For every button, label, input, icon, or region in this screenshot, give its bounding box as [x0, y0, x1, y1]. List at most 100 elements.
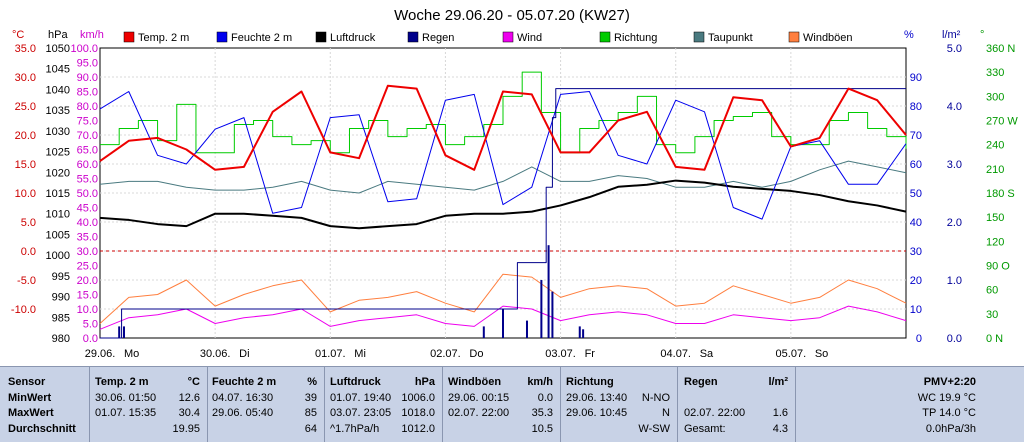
series-temp-2-m — [99, 84, 907, 171]
x-tick-weekday: Mi — [354, 348, 366, 360]
stats-header-gusts: Windböen — [448, 376, 502, 388]
tick-label-temp_c: 25.0 — [15, 101, 36, 113]
stats-humidity-value: 64 — [304, 423, 317, 435]
tick-label-pressure_hpa: 1050 — [46, 43, 70, 55]
tick-label-wind_kmh: 75.0 — [77, 116, 98, 128]
statistics-panel: Sensor Temp. 2 m °C Feuchte 2 m % Luftdr… — [0, 366, 1024, 442]
stats-pressure-value: 1006.0 — [401, 392, 435, 404]
tick-label-wind_kmh: 95.0 — [77, 58, 98, 70]
tick-label-humidity_pct: 10 — [910, 304, 922, 316]
stats-header-gusts-unit: km/h — [527, 376, 553, 388]
stats-humidity-value: 85 — [304, 407, 317, 419]
tick-label-wind_kmh: 5.0 — [83, 319, 98, 331]
legend-swatch — [123, 31, 135, 43]
tick-label-pressure_hpa: 1030 — [46, 126, 70, 138]
tick-label-pressure_hpa: 980 — [52, 333, 70, 345]
tick-label-direction_deg: 90 O — [986, 261, 1010, 273]
tick-label-pressure_hpa: 1000 — [46, 250, 70, 262]
stats-gusts-value: 0.0 — [537, 392, 553, 404]
tick-label-humidity_pct: 60 — [910, 159, 922, 171]
tick-label-wind_kmh: 65.0 — [77, 145, 98, 157]
stats-header-temp-unit: °C — [187, 376, 200, 388]
stats-header-row: Sensor Temp. 2 m °C Feuchte 2 m % Luftdr… — [0, 375, 1024, 390]
stats-row-label: MaxWert — [8, 407, 54, 419]
rain-bar — [525, 320, 528, 338]
tick-label-rain_lm2: 4.0 — [947, 101, 962, 113]
tick-label-direction_deg: 240 — [986, 140, 1004, 152]
tick-label-temp_c: 30.0 — [15, 72, 36, 84]
tick-label-pressure_hpa: 1035 — [46, 105, 70, 117]
rain-bar — [122, 326, 125, 338]
rain-bar — [482, 326, 485, 338]
tick-label-humidity_pct: 0 — [916, 333, 922, 345]
x-tick-date: 02.07. — [430, 348, 461, 360]
tick-label-wind_kmh: 60.0 — [77, 159, 98, 171]
stats-gusts-value: 10.5 — [531, 423, 553, 435]
tick-label-wind_kmh: 70.0 — [77, 130, 98, 142]
tick-label-direction_deg: 300 — [986, 91, 1004, 103]
stats-rain-time: 02.07. 22:00 — [684, 407, 746, 419]
stats-temp-value: 19.95 — [172, 423, 200, 435]
series-taupunkt — [99, 160, 907, 194]
legend-entry: Windböen — [803, 32, 853, 44]
stats-row-label: MinWert — [8, 392, 52, 404]
tick-label-humidity_pct: 20 — [910, 275, 922, 287]
stats-humidity-value: 39 — [304, 392, 317, 404]
series-group — [99, 71, 907, 339]
tick-label-humidity_pct: 30 — [910, 246, 922, 258]
axis-unit-temp_c: °C — [12, 29, 24, 41]
tick-label-wind_kmh: 45.0 — [77, 203, 98, 215]
rain-bar — [547, 245, 550, 338]
series-luftdruck — [99, 179, 907, 230]
tick-label-direction_deg: 60 — [986, 285, 998, 297]
x-tick-weekday: Di — [239, 348, 249, 360]
tick-label-wind_kmh: 25.0 — [77, 261, 98, 273]
stats-gusts-time: 29.06. 00:15 — [448, 392, 510, 404]
tick-label-humidity_pct: 40 — [910, 217, 922, 229]
x-tick-date: 03.07. — [545, 348, 576, 360]
stats-direction-value: N — [662, 407, 670, 419]
tick-label-pressure_hpa: 1045 — [46, 64, 70, 76]
axis-ticks: 35.0 30.0 25.0 20.0 15.0 10.0 5.0 0.0 -5.0 -10.0 1… — [11, 43, 1018, 345]
tick-label-direction_deg: 360 N — [986, 43, 1015, 55]
tick-label-wind_kmh: 15.0 — [77, 290, 98, 302]
legend-swatch — [407, 31, 419, 43]
stats-header-rain: Regen — [684, 376, 718, 388]
axis-unit-rain_lm2: l/m² — [942, 29, 961, 41]
tick-label-wind_kmh: 85.0 — [77, 87, 98, 99]
stats-header-sensor: Sensor — [8, 376, 46, 388]
stats-pmv-value: TP 14.0 °C — [922, 407, 976, 419]
tick-label-humidity_pct: 90 — [910, 72, 922, 84]
legend-entry: Temp. 2 m — [138, 32, 189, 44]
stats-humidity-time: 29.06. 05:40 — [212, 407, 274, 419]
stats-row-label: Durchschnitt — [8, 423, 76, 435]
tick-label-wind_kmh: 20.0 — [77, 275, 98, 287]
stats-row-max: MaxWert 01.07. 15:35 30.4 29.06. 05:40 8… — [0, 406, 1024, 421]
legend-entry: Taupunkt — [708, 32, 753, 44]
x-tick-weekday: Fr — [585, 348, 596, 360]
tick-label-pressure_hpa: 985 — [52, 312, 70, 324]
stats-header-rain-unit: l/m² — [768, 376, 788, 388]
legend-swatch — [502, 31, 514, 43]
tick-label-direction_deg: 180 S — [986, 188, 1015, 200]
weather-chart: Woche 29.06.20 - 05.07.20 (KW27) °C hPa km… — [11, 7, 1018, 360]
stats-header-pressure: Luftdruck — [330, 376, 381, 388]
stats-direction-time: 29.06. 10:45 — [566, 407, 628, 419]
tick-label-temp_c: 15.0 — [15, 159, 36, 171]
tick-label-temp_c: -10.0 — [11, 304, 36, 316]
stats-pressure-time: 03.07. 23:05 — [330, 407, 392, 419]
x-tick-date: 01.07. — [315, 348, 346, 360]
chart-legend: Temp. 2 m Feuchte 2 m Luftdruck Regen Wind Ri… — [123, 31, 853, 44]
tick-label-wind_kmh: 30.0 — [77, 246, 98, 258]
series-richtung — [100, 71, 907, 154]
axis-unit-pressure_hpa: hPa — [48, 29, 68, 41]
legend-entry: Luftdruck — [330, 32, 376, 44]
tick-label-pressure_hpa: 1020 — [46, 167, 70, 179]
stats-header-humidity-unit: % — [307, 376, 317, 388]
x-tick-date: 30.06. — [200, 348, 231, 360]
stats-temp-time: 30.06. 01:50 — [95, 392, 157, 404]
axis-unit-humidity_pct: % — [904, 29, 914, 41]
legend-entry: Wind — [517, 32, 542, 44]
tick-label-pressure_hpa: 1025 — [46, 147, 70, 159]
x-tick-weekday: Do — [469, 348, 483, 360]
